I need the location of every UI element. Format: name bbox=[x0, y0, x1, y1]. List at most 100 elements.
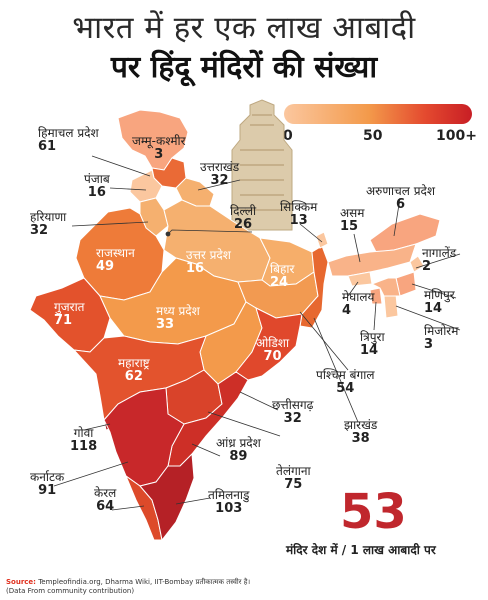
title-line-2: पर हिंदू मंदिरों की संख्या bbox=[110, 50, 378, 85]
legend-mid: 50 bbox=[363, 128, 383, 144]
state-value: 6 bbox=[396, 197, 406, 212]
state-value: 3 bbox=[424, 337, 434, 352]
state-value: 32 bbox=[30, 223, 49, 238]
leader-lines bbox=[53, 155, 461, 511]
state-name: उत्तर प्रदेश bbox=[186, 248, 231, 262]
legend-min: 0 bbox=[283, 128, 293, 144]
state-value: 26 bbox=[234, 217, 253, 232]
label-nagaland: नागालेंड 2 bbox=[422, 246, 456, 274]
state-value: 89 bbox=[229, 449, 248, 464]
temple-illustration bbox=[231, 99, 293, 231]
label-goa: गोवा 118 bbox=[70, 426, 97, 454]
label-jharkhand: झारखंड 38 bbox=[344, 418, 377, 446]
state-sikkim bbox=[315, 231, 329, 249]
state-name: कर्नाटक bbox=[30, 470, 65, 484]
label-wb: पश्चिम बंगाल 54 bbox=[316, 368, 375, 396]
label-arunachal: अरुणाचल प्रदेश 6 bbox=[366, 184, 435, 212]
state-name: छत्तीसगढ़ bbox=[272, 398, 314, 412]
label-punjab: पंजाब 16 bbox=[84, 172, 110, 200]
label-haryana: हरियाणा 32 bbox=[30, 210, 66, 238]
state-name: मिजोरम bbox=[424, 324, 459, 338]
state-value: 16 bbox=[186, 261, 205, 276]
state-value: 103 bbox=[215, 501, 243, 516]
state-mizoram bbox=[383, 293, 399, 319]
state-value: 14 bbox=[360, 343, 379, 358]
source-prefix: Source: bbox=[6, 578, 36, 586]
state-name: मेघालय bbox=[342, 290, 375, 304]
label-odisha: ओडिशा 70 bbox=[256, 336, 289, 364]
label-telangana: तेलंगाना 75 bbox=[276, 464, 311, 492]
label-bihar: बिहार 24 bbox=[270, 262, 294, 290]
legend-gradient-bar bbox=[284, 104, 472, 124]
state-value: 16 bbox=[87, 185, 106, 200]
source-note: Source: Templeofindia.org, Dharma Wiki, … bbox=[6, 578, 250, 596]
label-kerala: केरल 64 bbox=[94, 486, 116, 514]
label-andhra: आंध्र प्रदेश 89 bbox=[216, 436, 261, 464]
label-manipur: मणिपुर 14 bbox=[424, 288, 455, 316]
label-karnataka: कर्नाटक 91 bbox=[30, 470, 64, 498]
label-chhattisgarh: छत्तीसगढ़ 32 bbox=[272, 398, 313, 426]
national-average-caption: मंदिर देश में / 1 लाख आबादी पर bbox=[286, 543, 436, 557]
state-value: 33 bbox=[156, 317, 175, 332]
state-value: 32 bbox=[210, 173, 229, 188]
label-delhi: दिल्ली 26 bbox=[230, 204, 256, 232]
label-maharashtra: महाराष्ट्र 62 bbox=[118, 356, 150, 384]
state-value: 70 bbox=[263, 349, 282, 364]
state-name: केरल bbox=[94, 486, 117, 500]
state-name: नागालेंड bbox=[422, 246, 457, 260]
state-name: बिहार bbox=[270, 262, 295, 276]
state-name: हरियाणा bbox=[30, 210, 67, 224]
state-value: 4 bbox=[342, 303, 352, 318]
state-name: मध्य प्रदेश bbox=[156, 304, 200, 318]
state-value: 14 bbox=[424, 301, 443, 316]
state-value: 54 bbox=[336, 381, 355, 396]
state-value: 13 bbox=[289, 213, 308, 228]
legend-max: 100+ bbox=[436, 128, 477, 144]
label-tripura: त्रिपुरा 14 bbox=[360, 330, 385, 358]
state-karnataka bbox=[103, 387, 185, 487]
state-nagaland bbox=[409, 255, 425, 273]
state-wb bbox=[299, 245, 329, 329]
label-assam: असम 15 bbox=[340, 206, 364, 234]
source-note-text: (Data From community contribution) bbox=[6, 587, 135, 595]
state-value: 2 bbox=[422, 259, 432, 274]
state-name: अरुणाचल प्रदेश bbox=[366, 184, 436, 198]
state-tripura bbox=[369, 287, 383, 305]
state-name: दिल्ली bbox=[230, 204, 257, 218]
state-name: त्रिपुरा bbox=[360, 330, 385, 344]
state-name: मणिपुर bbox=[424, 288, 455, 302]
label-mizoram: मिजोरम 3 bbox=[424, 324, 458, 352]
state-value: 118 bbox=[70, 439, 98, 454]
state-assam bbox=[327, 243, 417, 277]
state-value: 3 bbox=[154, 147, 164, 162]
state-value: 71 bbox=[54, 313, 73, 328]
state-name: गोवा bbox=[73, 426, 94, 440]
state-value: 91 bbox=[38, 483, 57, 498]
state-value: 75 bbox=[284, 477, 303, 492]
state-value: 49 bbox=[96, 259, 115, 274]
state-value: 64 bbox=[96, 499, 115, 514]
state-tamilnadu bbox=[139, 452, 195, 542]
state-value: 32 bbox=[283, 411, 302, 426]
state-name: ओडिशा bbox=[256, 336, 290, 350]
state-name: जम्मू-कश्मीर bbox=[132, 134, 186, 148]
state-name: झारखंड bbox=[344, 418, 378, 432]
label-sikkim: सिक्किम 13 bbox=[280, 200, 317, 228]
state-odisha bbox=[235, 307, 303, 381]
state-name: गुजरात bbox=[54, 300, 85, 314]
label-tamilnadu: तमिलनाडु 103 bbox=[208, 488, 249, 516]
label-uttarakhand: उत्तराखंड 32 bbox=[200, 160, 239, 188]
label-mp: मध्य प्रदेश 33 bbox=[156, 304, 200, 332]
state-name: पंजाब bbox=[84, 172, 110, 186]
label-up: उत्तर प्रदेश 16 bbox=[186, 248, 231, 276]
state-name: पश्चिम बंगाल bbox=[316, 368, 375, 382]
state-name: राजस्थान bbox=[96, 246, 135, 260]
label-jk: जम्मू-कश्मीर 3 bbox=[132, 134, 186, 162]
state-name: आंध्र प्रदेश bbox=[216, 436, 261, 450]
state-ne-strip bbox=[370, 277, 401, 297]
state-punjab bbox=[129, 169, 163, 203]
state-name: हिमाचल प्रदेश bbox=[38, 126, 99, 140]
state-name: उत्तराखंड bbox=[200, 160, 240, 174]
state-name: सिक्किम bbox=[280, 200, 318, 214]
